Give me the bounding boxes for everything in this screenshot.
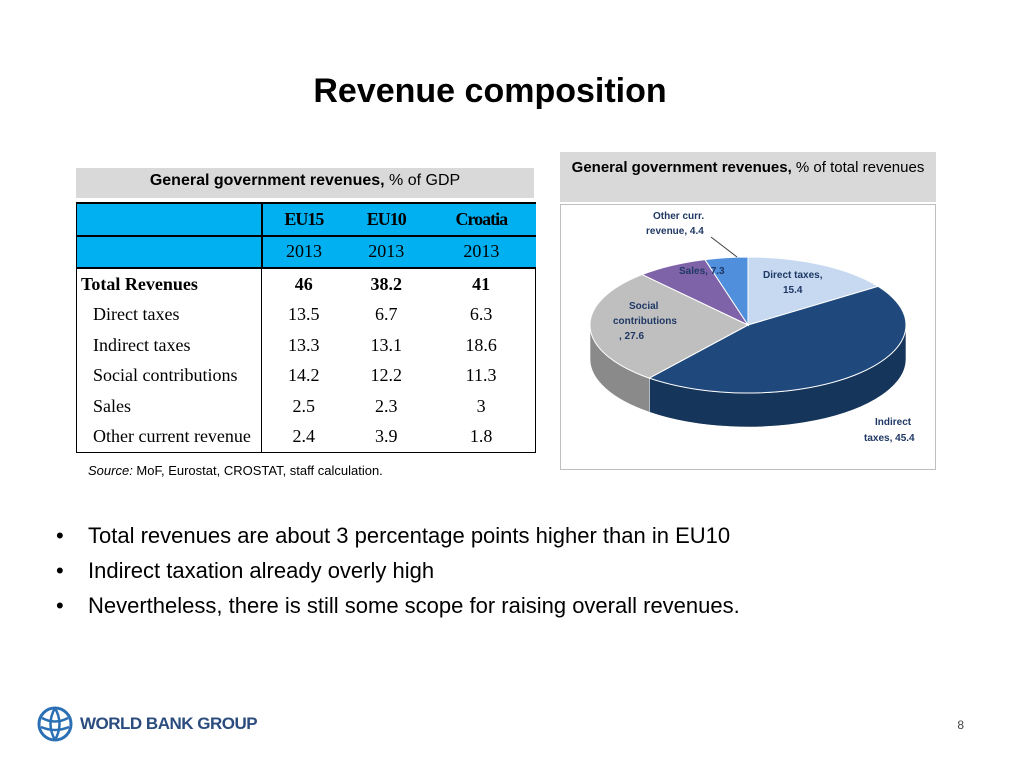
column-year: 2013 xyxy=(345,235,428,269)
table-row: Other current revenue 2.4 3.9 1.8 xyxy=(76,421,537,453)
cell: 3.9 xyxy=(345,421,428,453)
label-other-2: revenue, 4.4 xyxy=(646,226,704,237)
bullet-list: • Total revenues are about 3 percentage p… xyxy=(56,518,740,623)
label-other-1: Other curr. xyxy=(653,211,704,222)
table-row: Direct taxes 13.5 6.7 6.3 xyxy=(76,299,537,330)
cell: 46 xyxy=(294,273,313,294)
bullet-item: • Nevertheless, there is still some scope… xyxy=(56,588,740,623)
table-year-row: 2013 2013 2013 xyxy=(76,235,536,269)
table-row: Total Revenues 46 38.2 41 xyxy=(76,268,537,300)
column-year: 2013 xyxy=(427,235,536,269)
cell: 13.5 xyxy=(287,304,320,325)
table-row: Indirect taxes 13.3 13.1 18.6 xyxy=(76,330,537,361)
bullet-dot: • xyxy=(56,593,64,618)
table-row: Sales 2.5 2.3 3 xyxy=(76,391,537,422)
revenue-table: EU15 EU10 Croatia 2013 2013 2013 Total R… xyxy=(76,202,537,453)
cell: 11.3 xyxy=(427,360,537,391)
row-label: Indirect taxes xyxy=(76,330,262,361)
cell: 3 xyxy=(427,391,537,422)
row-label: Total Revenues xyxy=(76,268,262,300)
cell: 6.7 xyxy=(375,304,398,325)
page-number: 8 xyxy=(957,718,964,732)
pie-slices xyxy=(589,256,907,394)
row-label: Direct taxes xyxy=(76,299,262,330)
row-label: Social contributions xyxy=(76,360,262,391)
source-note: Source: MoF, Eurostat, CROSTAT, staff ca… xyxy=(88,463,383,478)
logo-text: WORLD BANK GROUP xyxy=(80,714,258,733)
bullet-text: Nevertheless, there is still some scope … xyxy=(88,593,740,618)
table-row: Social contributions 14.2 12.2 11.3 xyxy=(76,360,537,391)
bullet-text: Indirect taxation already overly high xyxy=(88,558,435,583)
pie-chart: Other curr. revenue, 4.4 Sales, 7.3 Dire… xyxy=(589,211,915,444)
row-label: Sales xyxy=(76,391,262,422)
slice-direct-taxes xyxy=(747,256,880,326)
cell: 1.8 xyxy=(427,421,537,453)
cell: 13.3 xyxy=(287,334,320,355)
label-social-3: , 27.6 xyxy=(619,331,644,342)
column-header: EU15 xyxy=(261,203,346,236)
bullet-text: Total revenues are about 3 percentage po… xyxy=(88,523,731,548)
label-social-1: Social xyxy=(629,301,659,312)
pie-labels: Other curr. revenue, 4.4 Sales, 7.3 Dire… xyxy=(613,211,915,444)
cell: 41 xyxy=(427,268,537,300)
slice-indirect-taxes xyxy=(648,285,907,394)
world-bank-logo: WORLD BANK GROUP xyxy=(36,702,258,746)
cell: 14.2 xyxy=(287,365,320,386)
leader-line xyxy=(710,236,738,258)
pie-header: General government revenues, % of total … xyxy=(560,152,936,202)
table-header: General government revenues, % of GDP xyxy=(76,168,534,198)
label-direct-2: 15.4 xyxy=(783,285,803,296)
column-header: Croatia xyxy=(427,203,536,236)
pie-header-unit: % of total revenues xyxy=(791,159,925,176)
label-sales: Sales, 7.3 xyxy=(679,266,725,277)
label-indirect-2: taxes, 45.4 xyxy=(864,433,915,444)
cell: 2.4 xyxy=(261,421,346,453)
pie-header-bold: General government revenues, xyxy=(571,159,792,176)
cell: 13.1 xyxy=(370,334,403,355)
cell: 2.5 xyxy=(292,395,315,416)
cell: 18.6 xyxy=(427,330,537,361)
globe-icon xyxy=(37,706,73,742)
cell: 2.3 xyxy=(375,395,398,416)
source-text: MoF, Eurostat, CROSTAT, staff calculatio… xyxy=(132,463,383,478)
cell: 6.3 xyxy=(427,299,537,330)
column-header: EU10 xyxy=(345,203,428,236)
bullet-item: • Indirect taxation already overly high xyxy=(56,553,740,588)
slice-social-contributions xyxy=(589,273,750,379)
label-social-2: contributions xyxy=(613,316,677,327)
label-indirect-1: Indirect xyxy=(875,417,912,428)
source-label: Source: xyxy=(88,463,133,478)
slide-title: Revenue composition xyxy=(313,72,667,110)
table-column-header-row: EU15 EU10 Croatia xyxy=(76,203,536,236)
bullet-item: • Total revenues are about 3 percentage p… xyxy=(56,518,740,553)
table-header-bold: General government revenues, xyxy=(149,172,385,189)
bullet-dot: • xyxy=(56,558,64,583)
row-label: Other current revenue xyxy=(76,421,262,453)
pie-chart-box: Other curr. revenue, 4.4 Sales, 7.3 Dire… xyxy=(560,204,936,470)
column-year: 2013 xyxy=(261,235,346,269)
cell: 38.2 xyxy=(370,273,403,294)
cell: 12.2 xyxy=(370,365,403,386)
bullet-dot: • xyxy=(56,523,64,548)
table-header-unit: % of GDP xyxy=(384,172,461,189)
label-direct-1: Direct taxes, xyxy=(763,270,823,281)
slice-other-revenue xyxy=(704,256,749,327)
